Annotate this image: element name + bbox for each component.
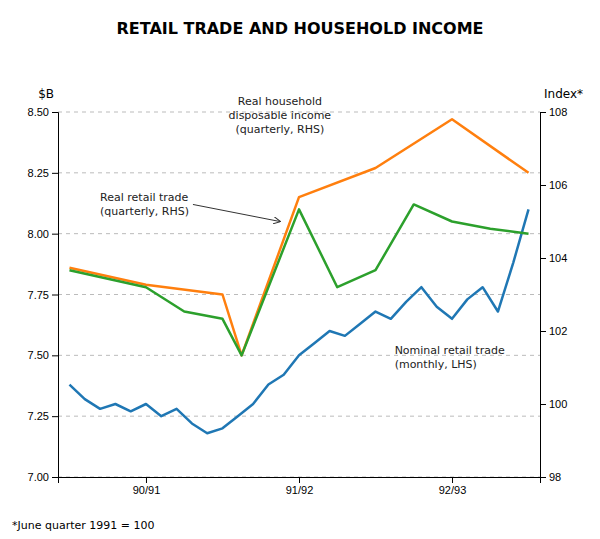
y2-axis-label: Index* — [544, 87, 583, 101]
tick-label: 104 — [549, 252, 567, 264]
tick-mark — [299, 477, 300, 483]
tick-label: 102 — [549, 325, 567, 337]
tick-label: 7.75 — [28, 289, 49, 301]
tick-mark — [146, 477, 147, 483]
series-line — [69, 119, 528, 355]
tick-label: 100 — [549, 398, 567, 410]
grid-line — [58, 233, 540, 234]
tick-mark — [52, 112, 58, 113]
tick: 104 — [540, 252, 567, 264]
footnote: *June quarter 1991 = 100 — [12, 519, 154, 532]
series-line — [69, 204, 528, 355]
tick-mark — [540, 404, 546, 405]
y2-axis: 98 100 102 104 106 108 — [540, 106, 567, 483]
tick: 8.00 — [28, 228, 58, 240]
chart: 90/91 91/92 92/93 7.00 7.25 7.50 7.75 8.00 8.25 8… — [0, 0, 600, 539]
annotation-line: Real household — [238, 95, 322, 108]
annotation-line: disposable income — [229, 109, 332, 122]
tick-mark — [52, 355, 58, 356]
tick-label: 7.25 — [28, 410, 49, 422]
annotation: Nominal retail trade(monthly, LHS) — [395, 344, 505, 371]
grid — [58, 112, 540, 477]
tick-mark — [452, 477, 453, 483]
tick-mark — [540, 185, 546, 186]
annotation-line: (quarterly, RHS) — [100, 205, 189, 218]
tick: 98 — [540, 471, 561, 483]
annotation-line: (quarterly, RHS) — [235, 123, 324, 136]
tick-label: 8.00 — [28, 228, 49, 240]
tick-label: 8.50 — [28, 106, 49, 118]
tick-label: 91/92 — [286, 484, 314, 496]
tick: 7.75 — [28, 289, 58, 301]
y-axis-label: $B — [38, 87, 54, 101]
annotation-line: Real retail trade — [100, 191, 188, 204]
tick-label: 7.00 — [28, 471, 49, 483]
tick-label: 8.25 — [28, 167, 49, 179]
annotations: Real retail trade(quarterly, RHS)Real ho… — [100, 95, 505, 371]
tick: 102 — [540, 325, 567, 337]
lines — [69, 119, 528, 433]
tick: 108 — [540, 106, 567, 118]
grid-line — [58, 294, 540, 295]
tick: 100 — [540, 398, 567, 410]
plot: 90/91 91/92 92/93 7.00 7.25 7.50 7.75 8.00 8.25 8… — [28, 95, 568, 495]
annotation-arrow — [193, 204, 280, 221]
annotation: Real retail trade(quarterly, RHS) — [100, 191, 189, 218]
title: RETAIL TRADE AND HOUSEHOLD INCOME — [116, 19, 483, 38]
annotation-line: Nominal retail trade — [395, 344, 505, 357]
tick-label: 106 — [549, 179, 567, 191]
grid-line — [58, 416, 540, 417]
tick: 8.50 — [28, 106, 58, 118]
tick-mark — [540, 477, 546, 478]
y-axis-line — [52, 113, 59, 478]
series-line — [69, 209, 528, 433]
tick-mark — [540, 258, 546, 259]
tick: 7.25 — [28, 410, 58, 422]
tick: 90/91 — [133, 477, 161, 496]
tick: 91/92 — [286, 477, 314, 496]
tick-label: 7.50 — [28, 349, 49, 361]
tick-mark — [52, 416, 58, 417]
tick-mark — [540, 331, 546, 332]
grid-line — [58, 172, 540, 173]
tick: 106 — [540, 179, 567, 191]
tick: 7.50 — [28, 349, 58, 361]
tick-mark — [52, 173, 58, 174]
tick-mark — [52, 234, 58, 235]
tick-label: 90/91 — [133, 484, 161, 496]
tick-mark — [52, 295, 58, 296]
y-axis: 7.00 7.25 7.50 7.75 8.00 8.25 8.50 — [28, 106, 59, 483]
x-axis: 90/91 91/92 92/93 — [59, 477, 541, 496]
tick: 92/93 — [439, 477, 467, 496]
tick: 8.25 — [28, 167, 58, 179]
tick-label: 108 — [549, 106, 567, 118]
tick-mark — [540, 112, 546, 113]
tick: 7.00 — [28, 471, 58, 483]
y2-axis-line — [541, 113, 547, 478]
x-axis-line — [59, 478, 541, 484]
tick-label: 92/93 — [439, 484, 467, 496]
tick-label: 98 — [549, 471, 561, 483]
annotation-line: (monthly, LHS) — [395, 358, 477, 371]
annotation: Real householddisposable income(quarterl… — [229, 95, 332, 136]
tick-mark — [52, 477, 58, 478]
